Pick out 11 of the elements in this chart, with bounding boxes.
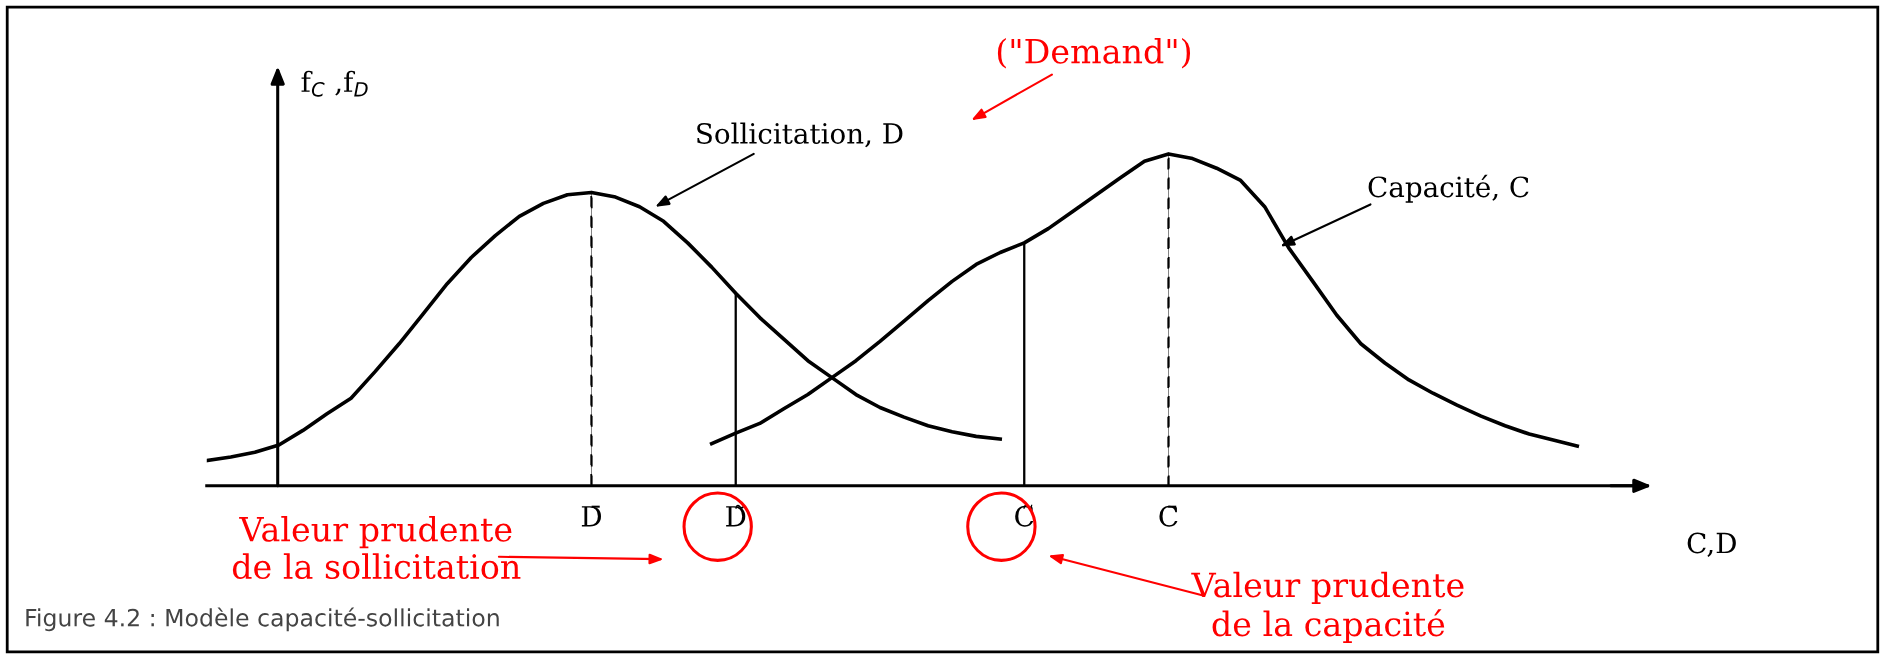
text: Sollicitation, D <box>697 122 903 148</box>
x-tick-label: C̄ <box>1159 505 1178 527</box>
text: ("Demand") <box>997 37 1191 69</box>
text: Valeur prudente de la capacité <box>1191 571 1464 643</box>
x-tick-label: D̃ <box>726 504 746 527</box>
x-axis-title: C,D <box>1687 532 1736 557</box>
text: Valeur prudente de la sollicitation <box>232 515 521 580</box>
annotation: Capacité, C <box>1368 174 1529 203</box>
y-axis-title: f$_{C}$ ,f$_{D}$ <box>301 70 368 97</box>
x-tick-label: D̄ <box>581 505 601 527</box>
caption: Figure 4.2 : Modèle capacité-sollicitation <box>26 607 499 632</box>
